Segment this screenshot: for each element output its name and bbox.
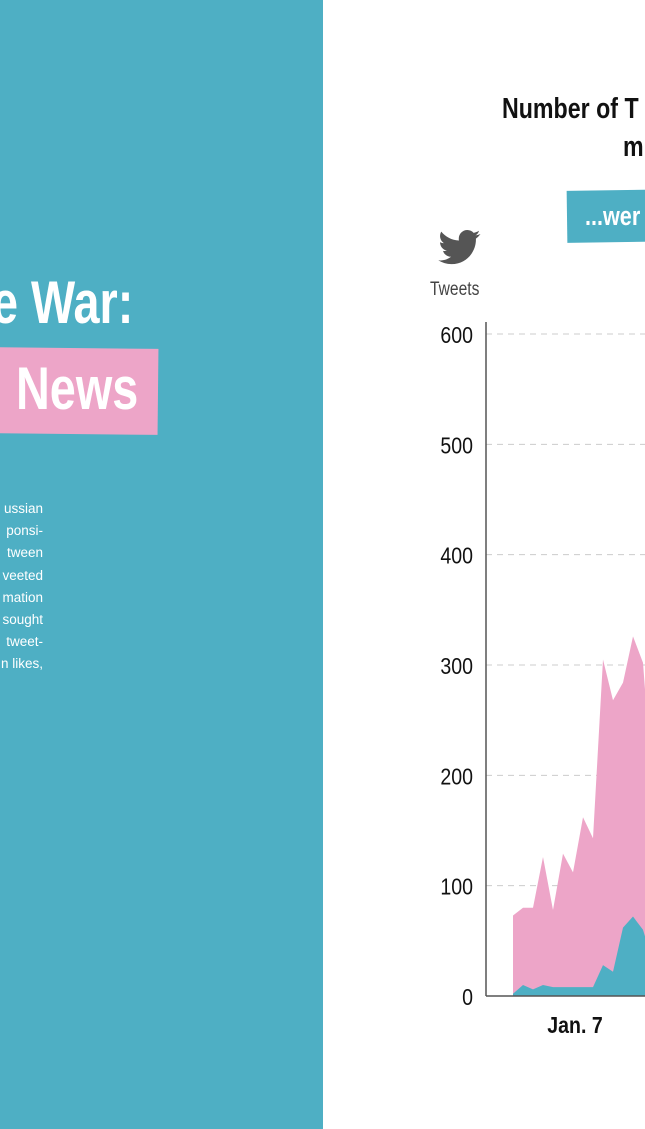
intro-panel: e War: News ussian ponsi- tween veeted m…: [0, 0, 323, 1129]
intro-line: tweet-: [6, 634, 43, 650]
area-series-pink: [513, 636, 645, 996]
headline-line-2: News: [16, 355, 139, 422]
intro-line: sought: [2, 612, 43, 628]
intro-line: ponsi-: [6, 523, 43, 539]
intro-line: tween: [6, 545, 43, 561]
chart-title-line-1: Number of T: [502, 93, 639, 125]
y-tick-label: 600: [440, 323, 473, 349]
headline-line-1: e War:: [0, 269, 134, 336]
y-tick-label: 500: [440, 433, 473, 459]
twitter-bird-icon: [438, 230, 481, 265]
tag-label: ...wer: [585, 201, 641, 231]
y-tick-label: 0: [462, 985, 473, 1011]
y-axis-unit-label: Tweets: [430, 279, 480, 300]
area-series-teal: [513, 916, 645, 996]
intro-line: n likes,: [0, 656, 43, 672]
y-tick-label: 100: [440, 874, 473, 900]
intro-line: veeted: [2, 567, 43, 583]
intro-line: mation: [2, 589, 43, 605]
y-tick-label: 200: [440, 764, 473, 790]
y-tick-label: 300: [440, 654, 473, 680]
intro-paragraph: ussian ponsi- tween veeted mation sought…: [0, 498, 43, 676]
chart-title-line-2: m: [623, 131, 644, 163]
y-tick-label: 400: [440, 543, 473, 569]
x-tick-label: Jan. 7: [547, 1013, 602, 1039]
intro-line: ussian: [3, 501, 43, 516]
